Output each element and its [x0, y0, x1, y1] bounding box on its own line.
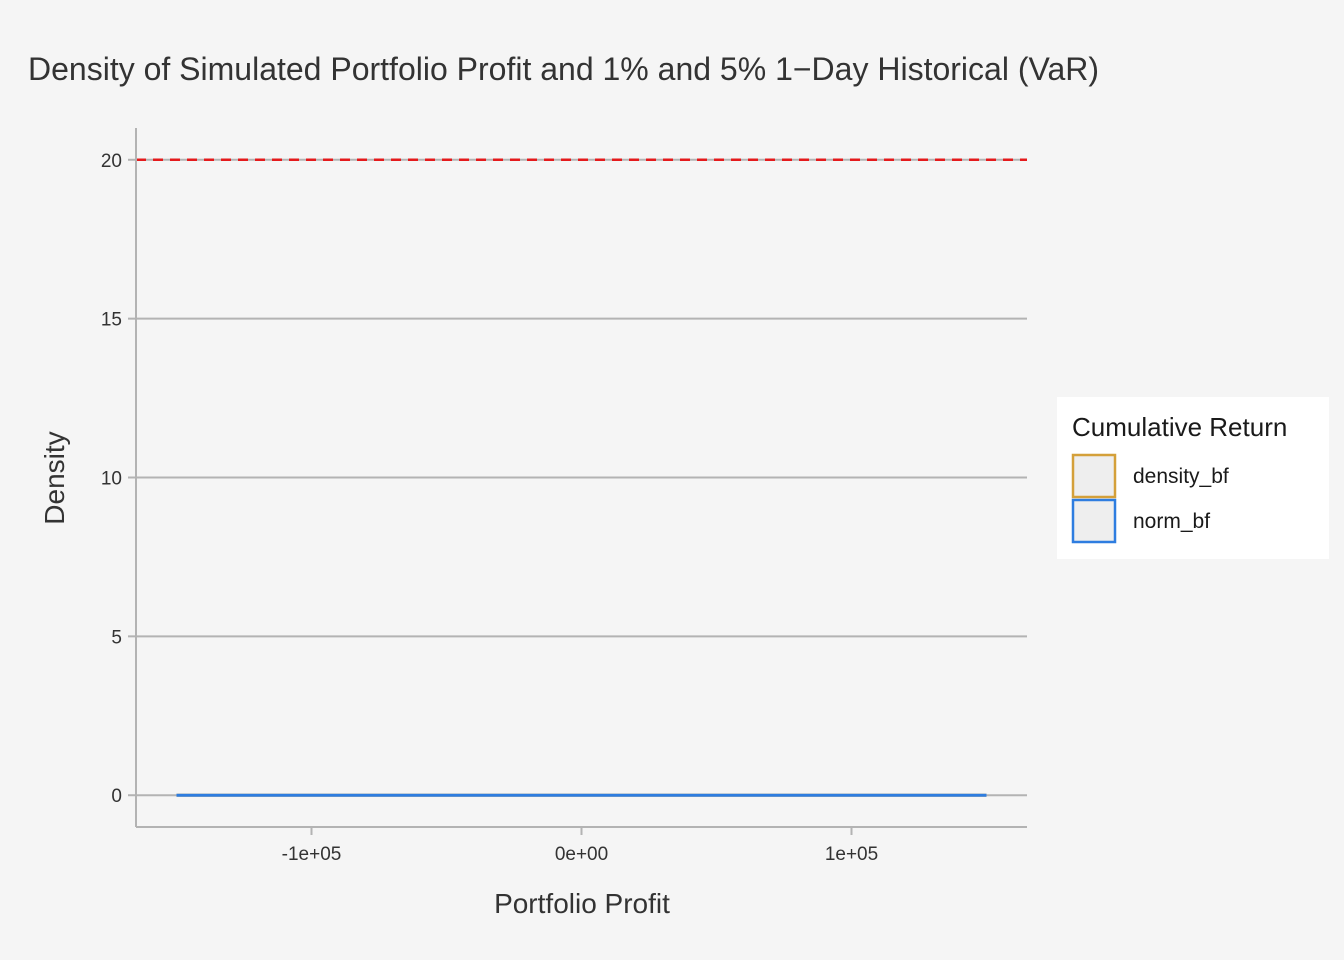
legend-key-density_bf [1071, 453, 1117, 499]
y-tick-label-2: 10 [101, 469, 122, 490]
legend-label-density_bf: density_bf [1133, 465, 1229, 488]
legend-entries: density_bf norm_bf [1071, 453, 1229, 544]
legend-title: Cumulative Return [1072, 412, 1287, 442]
x-axis-ticks: -1e+05 0e+00 1e+05 [282, 827, 878, 865]
chart-title: Density of Simulated Portfolio Profit an… [28, 51, 1099, 87]
grid-lines [136, 158, 1027, 797]
legend-key-norm_bf [1071, 498, 1117, 544]
x-axis-label: Portfolio Profit [494, 888, 670, 919]
y-tick-label-3: 15 [101, 310, 122, 331]
x-tick-label-1: 0e+00 [555, 844, 608, 865]
legend-label-norm_bf: norm_bf [1133, 510, 1210, 533]
legend: Cumulative Return density_bf norm_bf [1057, 397, 1329, 559]
y-tick-label-1: 5 [111, 627, 122, 648]
x-tick-label-0: -1e+05 [282, 844, 342, 865]
y-axis-ticks: 0 5 10 15 20 [101, 151, 136, 807]
x-tick-label-2: 1e+05 [825, 844, 878, 865]
y-tick-label-0: 0 [111, 786, 122, 807]
y-tick-label-4: 20 [101, 151, 122, 172]
y-axis-label: Density [39, 431, 70, 524]
